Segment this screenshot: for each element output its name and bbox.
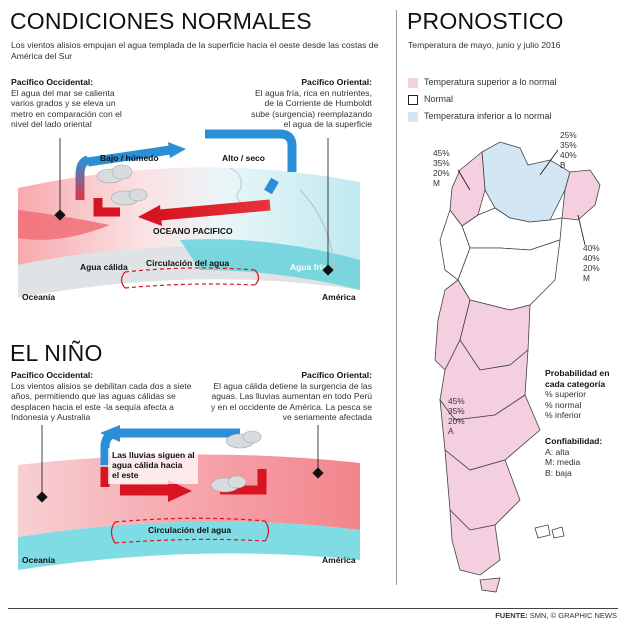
normal-west-text: El agua del mar se calienta varios grado… [11, 87, 122, 130]
map-label-northwest: 45% 35% 20% M [433, 148, 450, 188]
nino-east-note: Pacífico Oriental: El agua cálida detien… [205, 370, 372, 423]
nino-west-text: Los vientos alisios se debilitan cada do… [11, 380, 192, 423]
argentina-map [434, 141, 601, 593]
normal-circulation-lower [124, 283, 256, 289]
confidence-key: Confiabilidad: A: alta M: media B: baja [545, 436, 620, 478]
cloud-icon [210, 430, 262, 493]
confidence-item: A: alta [545, 446, 570, 457]
normal-air-upper-arrow-left [87, 145, 171, 167]
normal-label-wet: Bajo / húmedo [100, 153, 159, 163]
normal-label-warm: Agua cálida [80, 262, 128, 272]
confidence-item: B: baja [545, 467, 572, 478]
normal-west-note: Pacífico Occidental: El agua del mar se … [11, 77, 131, 130]
normal-west-title: Pacífico Occidental: [11, 77, 94, 87]
normal-diagram: Bajo / húmedo Alto / seco OCEANO PACIFIC… [18, 129, 360, 302]
nino-east-title: Pacífico Oriental: [301, 370, 372, 380]
nino-east-text: El agua cálida detiene la surgencia de l… [211, 380, 372, 423]
normal-label-dry: Alto / seco [222, 153, 265, 163]
normal-label-america: América [322, 292, 356, 302]
forecast-title: PRONOSTICO [407, 8, 564, 34]
probability-item: % inferior [545, 410, 582, 420]
nino-sea-depth [18, 521, 360, 570]
probability-item: % superior [545, 389, 587, 399]
normal-air-upper-arrow-right [205, 129, 297, 172]
column-divider [396, 10, 397, 585]
normal-cold-water [180, 239, 360, 290]
legend-swatch-below [408, 112, 418, 122]
probability-title: Probabilidad en cada categoría [545, 368, 610, 389]
normal-warm-pool [18, 210, 110, 240]
nino-west-title: Pacífico Occidental: [11, 370, 94, 380]
nino-title: EL NIÑO [10, 340, 103, 366]
normal-circulation-upper [124, 267, 256, 273]
normal-east-text: El agua fría, rica en nutrientes, de la … [251, 87, 372, 130]
cloud-icon [96, 164, 148, 206]
legend-swatch-normal [408, 95, 418, 105]
normal-east-note: Pacífico Oriental: El agua fría, rica en… [250, 77, 372, 130]
probability-item: % normal [545, 399, 582, 410]
legend-swatch-above [408, 78, 418, 88]
nino-label-america: América [322, 555, 356, 565]
nino-diagram: Las lluvias siguen al agua cálida hacia … [18, 425, 360, 570]
nino-label-rain: Las lluvias siguen al agua cálida hacia … [112, 450, 197, 480]
footer-text: SMN, © GRAPHIC NEWS [529, 611, 617, 620]
map-region-east-warm [561, 169, 601, 221]
nino-label-circulation: Circulación del agua [148, 525, 231, 535]
legend-label-normal: Normal [424, 94, 454, 104]
normal-title: CONDICIONES NORMALES [10, 8, 312, 34]
normal-label-ocean: OCEANO PACIFICO [153, 226, 233, 236]
map-label-east: 40% 40% 20% M [583, 243, 600, 283]
forecast-subtitle: Temperatura de mayo, junio y julio 2016 [408, 40, 561, 50]
confidence-title: Confiabilidad: [545, 436, 603, 446]
confidence-item: M: media [545, 457, 581, 467]
normal-east-title: Pacífico Oriental: [301, 77, 372, 87]
footer-rule [8, 608, 618, 609]
legend-label-below: Temperatura inferior a lo normal [424, 111, 552, 121]
footer-label: FUENTE: [495, 611, 528, 620]
probability-key: Probabilidad en cada categoría % superio… [545, 368, 620, 421]
nino-label-oceania: Oceanía [22, 555, 55, 565]
normal-coastline [229, 167, 246, 206]
normal-trade-wind-arrow [159, 199, 271, 221]
normal-label-oceania: Oceanía [22, 292, 55, 302]
map-label-northeast: 25% 35% 40% B [560, 130, 577, 170]
nino-west-note: Pacífico Occidental: Los vientos alisios… [11, 370, 201, 423]
footer-source: FUENTE: SMN, © GRAPHIC NEWS [495, 611, 617, 620]
map-islands [534, 524, 565, 539]
normal-lead: Los vientos alisios empujan el agua temp… [11, 40, 379, 61]
legend-label-above: Temperatura superior a lo normal [424, 77, 557, 87]
map-region-center [457, 239, 561, 311]
normal-label-circulation: Circulación del agua [146, 258, 229, 268]
map-region-patagonia-warm [449, 508, 501, 576]
normal-label-cold: Agua fría [290, 262, 327, 272]
map-label-center: 45% 35% 20% A [448, 396, 465, 436]
